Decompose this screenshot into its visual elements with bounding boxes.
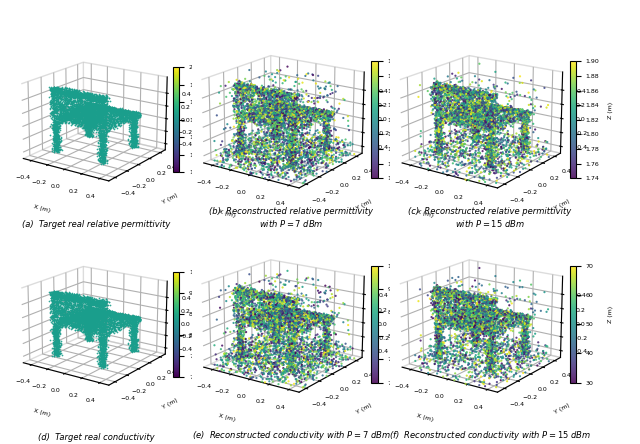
Y-axis label: Y (m): Y (m) [355,402,372,415]
X-axis label: X (m): X (m) [33,204,51,213]
X-axis label: X (m): X (m) [33,408,51,417]
Y-axis label: Y (m): Y (m) [554,198,571,210]
Y-axis label: Y (m): Y (m) [355,198,372,210]
Text: (d)  Target real conductivity: (d) Target real conductivity [38,433,154,442]
Text: (c)  Reconstructed relative permittivity
with $P = 15$ dBm: (c) Reconstructed relative permittivity … [408,207,572,229]
X-axis label: X (m): X (m) [416,210,434,218]
X-axis label: X (m): X (m) [416,414,434,423]
Text: (e)  Reconstructed conductivity with $P = 7$ dBm: (e) Reconstructed conductivity with $P =… [192,429,390,442]
Y-axis label: Y (m): Y (m) [554,402,571,415]
Text: (b)  Reconstructed relative permittivity
with $P = 7$ dBm: (b) Reconstructed relative permittivity … [209,207,373,229]
X-axis label: X (m): X (m) [218,210,236,218]
Y-axis label: Y (m): Y (m) [162,397,179,410]
Text: (f)  Reconstructed conductivity with $P = 15$ dBm: (f) Reconstructed conductivity with $P =… [388,429,591,442]
X-axis label: X (m): X (m) [218,414,236,423]
Text: (a)  Target real relative permittivity: (a) Target real relative permittivity [22,220,170,229]
Y-axis label: Y (m): Y (m) [162,193,179,206]
